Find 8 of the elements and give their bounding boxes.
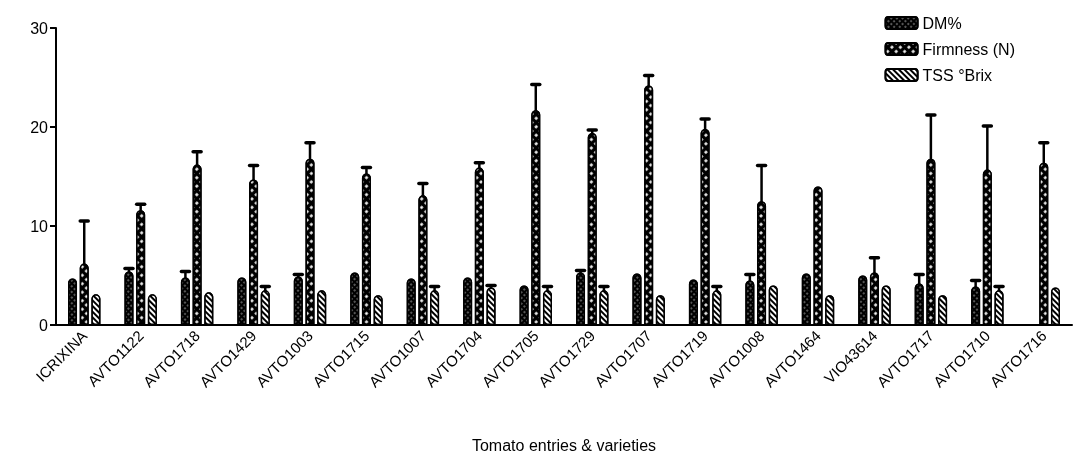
legend-label: Firmness (N)	[922, 40, 1015, 58]
legend-label: TSS °Brix	[922, 66, 993, 84]
y-tick-label: 10	[30, 217, 49, 235]
x-axis-title: Tomato entries & varieties	[471, 436, 657, 454]
y-tick-label: 30	[30, 19, 49, 37]
legend-label: DM%	[922, 14, 962, 32]
y-tick-label: 0	[39, 316, 49, 334]
y-tick-label: 20	[30, 118, 49, 136]
